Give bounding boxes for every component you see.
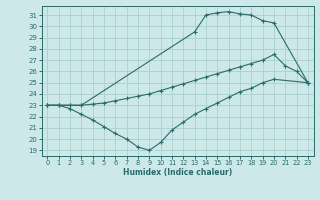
X-axis label: Humidex (Indice chaleur): Humidex (Indice chaleur) — [123, 168, 232, 177]
